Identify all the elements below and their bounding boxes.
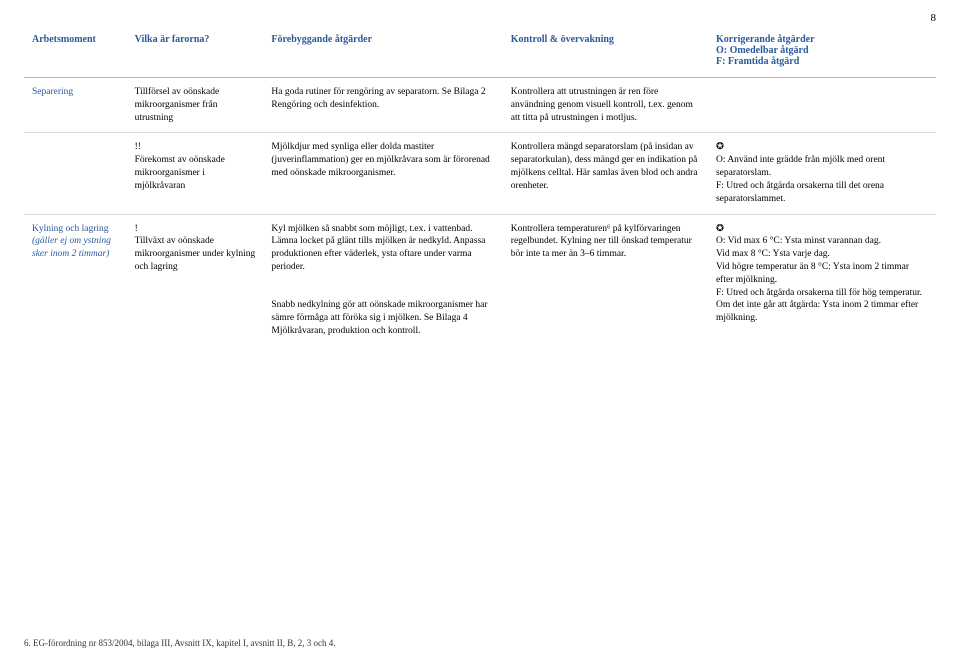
cell-forebyggande: Ha goda rutiner för rengöring av separat… [263, 78, 502, 133]
cell-korrigerande [708, 78, 936, 133]
cell-kontroll: Kontrollera att utrustningen är ren före… [503, 78, 708, 133]
table-container: Arbetsmoment Vilka är farorna? Förebygga… [0, 0, 960, 346]
cell-moment [24, 133, 127, 214]
cell-faror: !!Förekomst av oönskade mikroorganismer … [127, 133, 264, 214]
table-row: !!Förekomst av oönskade mikroorganismer … [24, 133, 936, 214]
table-row: Kylning och lagring (gäller ej om ystnin… [24, 214, 936, 346]
cell-korrigerande: ✪O: Använd inte grädde från mjölk med or… [708, 133, 936, 214]
moment-italic: (gäller ej om ystning sker inom 2 timmar… [32, 236, 111, 259]
cell-forebyggande: Kyl mjölken så snabbt som möjligt, t.ex.… [263, 214, 502, 346]
col-header-korrigerande-sub2: F: Framtida åtgärd [716, 56, 928, 67]
cell-faror: Tillförsel av oönskade mikroorganismer f… [127, 78, 264, 133]
col-header-forebyggande: Förebyggande åtgärder [263, 28, 502, 78]
cell-moment: Separering [24, 78, 127, 133]
col-header-korrigerande-sub1: O: Omedelbar åtgärd [716, 45, 928, 56]
table-header-row: Arbetsmoment Vilka är farorna? Förebygga… [24, 28, 936, 78]
cell-forebyggande: Mjölkdjur med synliga eller dolda mastit… [263, 133, 502, 214]
cell-kontroll: Kontrollera temperaturen⁶ på kylförvarin… [503, 214, 708, 346]
footnote: 6. EG-förordning nr 853/2004, bilaga III… [24, 638, 336, 648]
hazard-table: Arbetsmoment Vilka är farorna? Förebygga… [24, 28, 936, 346]
page-number: 8 [931, 12, 937, 24]
moment-text: Kylning och lagring [32, 224, 109, 234]
col-header-kontroll: Kontroll & övervakning [503, 28, 708, 78]
cell-moment: Kylning och lagring (gäller ej om ystnin… [24, 214, 127, 346]
table-body: Separering Tillförsel av oönskade mikroo… [24, 78, 936, 346]
cell-korrigerande: ✪O: Vid max 6 °C: Ysta minst varannan da… [708, 214, 936, 346]
moment-text: Separering [32, 87, 73, 97]
cell-faror: !Tillväxt av oönskade mikroorganismer un… [127, 214, 264, 346]
col-header-korrigerande-main: Korrigerande åtgärder [716, 34, 815, 45]
col-header-korrigerande: Korrigerande åtgärder O: Omedelbar åtgär… [708, 28, 936, 78]
table-row: Separering Tillförsel av oönskade mikroo… [24, 78, 936, 133]
col-header-arbetsmoment: Arbetsmoment [24, 28, 127, 78]
cell-kontroll: Kontrollera mängd separatorslam (på insi… [503, 133, 708, 214]
col-header-faror: Vilka är farorna? [127, 28, 264, 78]
